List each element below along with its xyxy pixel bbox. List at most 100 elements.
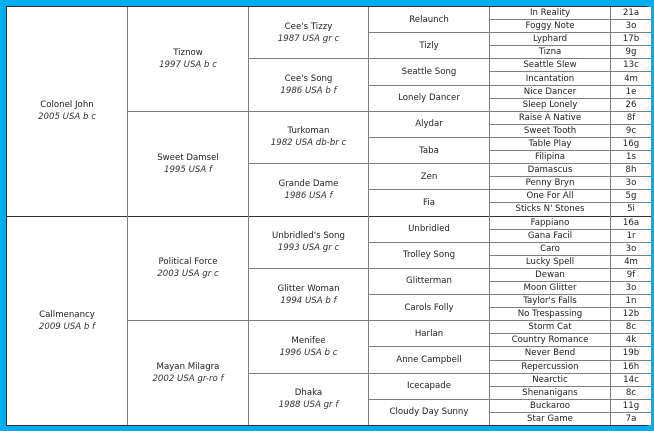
horse-cell-gen3[interactable]: Menifee 1996 USA b c	[249, 321, 368, 373]
horse-name: Repercussion	[521, 361, 579, 372]
horse-cell-gen1[interactable]: Callmenancy 2009 USA b f	[7, 216, 127, 425]
horse-cell-gen5[interactable]: Filipina	[490, 151, 610, 164]
horse-cell-gen3[interactable]: Glitter Woman 1994 USA b f	[249, 268, 368, 321]
family-number-cell: 8h	[611, 164, 651, 177]
horse-cell-gen5[interactable]: Incantation	[490, 72, 610, 85]
horse-cell-gen5[interactable]: Raise A Native	[490, 111, 610, 124]
family-number: 26	[625, 99, 637, 110]
horse-cell-gen5[interactable]: In Reality	[490, 7, 610, 20]
horse-cell-gen4[interactable]: Relaunch	[369, 7, 489, 33]
family-number-cell: 19b	[611, 347, 651, 360]
horse-cell-gen5[interactable]: Buckaroo	[490, 399, 610, 412]
horse-cell-gen3[interactable]: Cee's Song 1986 USA b f	[249, 59, 368, 111]
family-number-cell: 21a	[611, 7, 651, 20]
horse-cell-gen4[interactable]: Seattle Song	[369, 59, 489, 85]
horse-info: 1987 USA gr c	[277, 33, 340, 44]
family-number: 3o	[625, 21, 637, 32]
horse-cell-gen4[interactable]: Unbridled	[369, 216, 489, 242]
horse-cell-gen5[interactable]: Fappiano	[490, 216, 610, 229]
horse-cell-gen4[interactable]: Fia	[369, 190, 489, 216]
horse-cell-gen2[interactable]: Political Force 2003 USA gr c	[128, 216, 248, 321]
horse-cell-gen5[interactable]: Caro	[490, 242, 610, 255]
horse-cell-gen5[interactable]: Sleep Lonely	[490, 98, 610, 111]
horse-name: Carols Folly	[404, 302, 454, 313]
horse-cell-gen4[interactable]: Taba	[369, 137, 489, 164]
horse-cell-gen3[interactable]: Dhaka 1988 USA gr f	[249, 373, 368, 425]
horse-cell-gen4[interactable]: Cloudy Day Sunny	[369, 399, 489, 425]
family-number-cell: 8c	[611, 386, 651, 399]
family-number: 5i	[627, 204, 635, 215]
family-number-cell: 1e	[611, 85, 651, 98]
horse-name: One For All	[526, 191, 574, 202]
horse-cell-gen4[interactable]: Icecapade	[369, 373, 489, 399]
horse-cell-gen4[interactable]: Carols Folly	[369, 295, 489, 321]
horse-name: In Reality	[529, 8, 571, 19]
horse-cell-gen5[interactable]: Sweet Tooth	[490, 124, 610, 137]
horse-name: Lyphard	[532, 34, 568, 45]
family-number-cell: 9c	[611, 124, 651, 137]
horse-cell-gen5[interactable]: Damascus	[490, 164, 610, 177]
horse-name: Tiznow	[173, 47, 203, 58]
horse-cell-gen5[interactable]: Storm Cat	[490, 321, 610, 334]
horse-cell-gen5[interactable]: Taylor's Falls	[490, 295, 610, 308]
horse-cell-gen5[interactable]: Seattle Slew	[490, 59, 610, 72]
horse-cell-gen5[interactable]: Nice Dancer	[490, 85, 610, 98]
horse-cell-gen5[interactable]: Dewan	[490, 268, 610, 281]
horse-cell-gen5[interactable]: Nearctic	[490, 373, 610, 386]
horse-cell-gen1[interactable]: Colonel John 2005 USA b c	[7, 7, 127, 216]
horse-cell-gen5[interactable]: Star Game	[490, 412, 610, 425]
horse-cell-gen3[interactable]: Turkoman 1982 USA db-br c	[249, 111, 368, 164]
horse-cell-gen4[interactable]: Glitterman	[369, 268, 489, 295]
horse-name: Callmenancy	[39, 309, 95, 320]
horse-cell-gen2[interactable]: Mayan Milagra 2002 USA gr-ro f	[128, 321, 248, 425]
horse-name: Turkoman	[287, 126, 330, 137]
horse-cell-gen2[interactable]: Tiznow 1997 USA b c	[128, 7, 248, 111]
horse-cell-gen2[interactable]: Sweet Damsel 1995 USA f	[128, 111, 248, 216]
horse-name: Tizna	[538, 47, 562, 58]
horse-cell-gen5[interactable]: Repercussion	[490, 360, 610, 373]
horse-name: Incantation	[525, 73, 575, 84]
horse-cell-gen5[interactable]: Tizna	[490, 46, 610, 59]
horse-cell-gen5[interactable]: Shenanigans	[490, 386, 610, 399]
horse-cell-gen5[interactable]: Foggy Note	[490, 20, 610, 33]
horse-cell-gen5[interactable]: Country Romance	[490, 334, 610, 347]
family-number: 11g	[622, 400, 640, 411]
horse-cell-gen5[interactable]: Table Play	[490, 137, 610, 151]
horse-cell-gen5[interactable]: Lucky Spell	[490, 255, 610, 268]
family-number-cell: 5g	[611, 190, 651, 203]
horse-cell-gen5[interactable]: Gana Facil	[490, 229, 610, 242]
family-number-cell: 17b	[611, 33, 651, 46]
horse-info: 2009 USA b f	[38, 321, 96, 332]
horse-cell-gen5[interactable]: No Trespassing	[490, 308, 610, 321]
horse-info: 1982 USA db-br c	[270, 138, 347, 149]
family-number: 9f	[626, 269, 636, 280]
horse-name: Table Play	[528, 138, 572, 149]
horse-cell-gen4[interactable]: Lonely Dancer	[369, 85, 489, 111]
family-number-cell: 3o	[611, 20, 651, 33]
horse-info: 1988 USA gr f	[278, 400, 339, 411]
horse-cell-gen3[interactable]: Cee's Tizzy 1987 USA gr c	[249, 7, 368, 59]
horse-cell-gen5[interactable]: Penny Bryn	[490, 177, 610, 190]
horse-cell-gen5[interactable]: Never Bend	[490, 347, 610, 360]
horse-name: Country Romance	[511, 335, 589, 346]
horse-cell-gen4[interactable]: Trolley Song	[369, 242, 489, 268]
horse-cell-gen4[interactable]: Harlan	[369, 321, 489, 347]
horse-name: Fia	[423, 197, 435, 208]
horse-cell-gen4[interactable]: Alydar	[369, 111, 489, 137]
horse-cell-gen4[interactable]: Tizly	[369, 33, 489, 59]
family-number: 4m	[624, 256, 638, 267]
family-number: 8f	[626, 112, 636, 123]
horse-cell-gen5[interactable]: Sticks N' Stones	[490, 203, 610, 216]
family-number: 3o	[625, 178, 637, 189]
family-number-cell: 1s	[611, 151, 651, 164]
horse-cell-gen4[interactable]: Anne Campbell	[369, 347, 489, 373]
horse-name: Star Game	[527, 413, 573, 424]
horse-cell-gen5[interactable]: Moon Glitter	[490, 281, 610, 295]
horse-cell-gen4[interactable]: Zen	[369, 164, 489, 190]
horse-name: Political Force	[158, 257, 218, 268]
horse-cell-gen5[interactable]: Lyphard	[490, 33, 610, 46]
horse-cell-gen3[interactable]: Unbridled's Song 1993 USA gr c	[249, 216, 368, 268]
horse-cell-gen5[interactable]: One For All	[490, 190, 610, 203]
horse-cell-gen3[interactable]: Grande Dame 1986 USA f	[249, 164, 368, 216]
horse-name: Taylor's Falls	[523, 296, 577, 307]
